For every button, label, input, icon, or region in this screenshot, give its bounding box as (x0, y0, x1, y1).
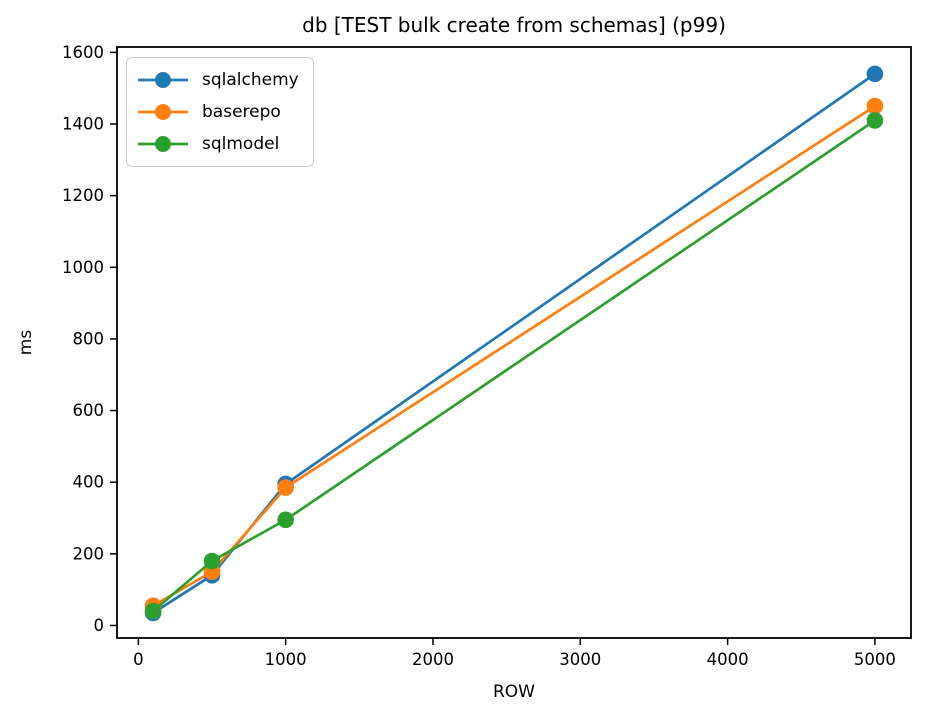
y-axis-label: ms (16, 330, 36, 356)
y-axis-tick-label: 0 (94, 616, 105, 635)
data-point-sqlalchemy (866, 65, 884, 83)
series-line-sqlmodel (152, 119, 876, 613)
x-axis-tick-label: 0 (133, 650, 144, 669)
legend: sqlalchemy baserepo sqlmodel (126, 57, 314, 167)
axes-spines (116, 46, 912, 639)
x-axis-label: ROW (493, 682, 535, 702)
y-axis-tick-label: 1600 (62, 43, 104, 62)
legend-item-sqlalchemy: sqlalchemy (137, 64, 299, 96)
legend-marker-icon (138, 136, 188, 152)
x-axis-tick-label: 2000 (412, 650, 454, 669)
legend-marker-icon (138, 104, 188, 120)
y-axis-tick-label: 600 (73, 401, 105, 420)
data-point-sqlmodel (144, 602, 162, 620)
x-axis-tick-label: 1000 (265, 650, 307, 669)
y-axis-tick-label: 200 (73, 544, 105, 563)
legend-marker-icon (138, 72, 188, 88)
y-axis-tick-label: 1000 (62, 258, 104, 277)
x-axis-tick-label: 3000 (559, 650, 601, 669)
legend-label: sqlalchemy (202, 70, 299, 90)
legend-item-sqlmodel: sqlmodel (137, 128, 299, 160)
legend-label: sqlmodel (202, 134, 280, 154)
y-axis-tick-label: 1200 (62, 186, 104, 205)
x-axis-tick-label: 5000 (854, 650, 896, 669)
legend-item-baserepo: baserepo (137, 96, 299, 128)
data-point-sqlmodel (277, 511, 294, 529)
data-point-baserepo (277, 479, 294, 496)
data-point-sqlmodel (203, 552, 221, 570)
legend-label: baserepo (202, 102, 281, 122)
data-point-sqlmodel (866, 112, 884, 129)
series-line-baserepo (152, 104, 876, 607)
y-axis-tick-label: 1400 (62, 115, 104, 134)
y-axis-tick-label: 400 (73, 473, 105, 492)
y-axis-tick-label: 800 (73, 329, 105, 348)
x-axis-tick-label: 4000 (707, 650, 749, 669)
chart-title: db [TEST bulk create from schemas] (p99) (302, 13, 726, 37)
data-point-baserepo (866, 97, 884, 115)
